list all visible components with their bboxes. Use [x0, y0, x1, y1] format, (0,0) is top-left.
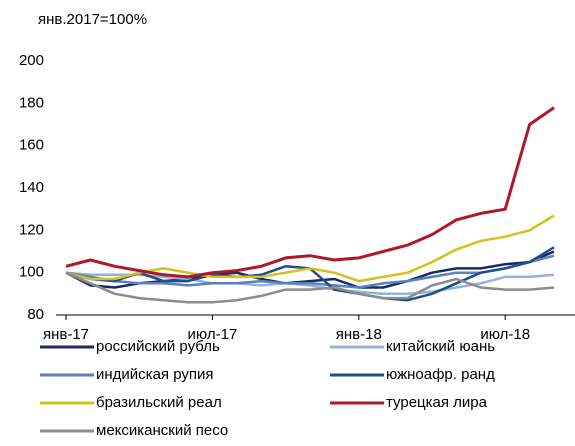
legend-label: китайский юань: [386, 338, 495, 355]
legend-label: бразильский реал: [96, 394, 222, 411]
x-tick-label: июл-17: [188, 326, 238, 343]
series-line: [65, 271, 555, 304]
series-line: [65, 254, 555, 289]
series-line: [65, 106, 555, 279]
y-tick-label: 200: [19, 52, 44, 69]
legend-label: российский рубль: [96, 338, 220, 355]
y-tick-label: 120: [19, 221, 44, 238]
legend-label: южноафр. ранд: [386, 366, 495, 383]
y-tick-label: 140: [19, 179, 44, 196]
x-tick-label: янв-17: [43, 326, 89, 343]
legend-label: мексиканский песо: [96, 422, 228, 439]
y-tick-label: 180: [19, 94, 44, 111]
legend-label: индийская рупия: [96, 366, 214, 383]
x-tick-label: янв-18: [336, 326, 382, 343]
legend-label: турецкая лира: [386, 394, 488, 411]
chart-subtitle: янв.2017=100%: [38, 11, 147, 28]
y-tick-label: 100: [19, 264, 44, 281]
y-tick-label: 80: [27, 306, 44, 323]
y-tick-label: 160: [19, 137, 44, 154]
x-tick-label: июл-18: [480, 326, 530, 343]
